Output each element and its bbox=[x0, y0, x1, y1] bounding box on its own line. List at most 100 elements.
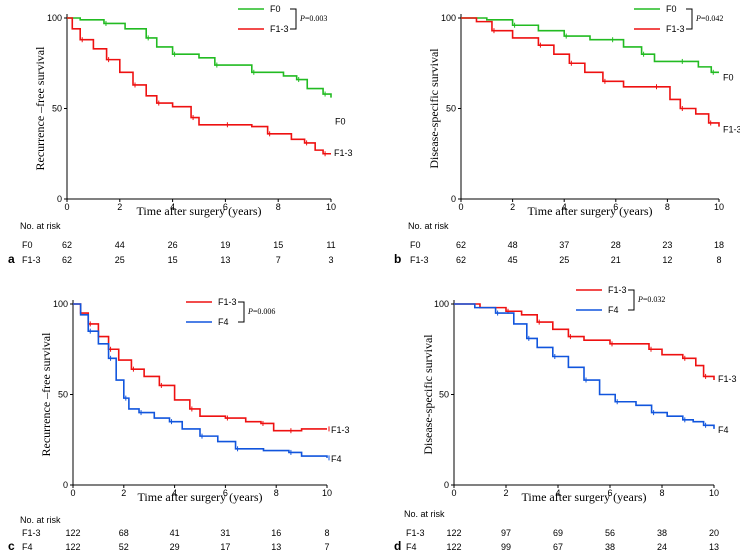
risk-value: 25 bbox=[559, 255, 569, 265]
risk-value: 11 bbox=[326, 240, 335, 250]
series-line-F1-3 bbox=[73, 303, 327, 432]
risk-value: 20 bbox=[709, 528, 719, 538]
risk-table: No. at risk F0 62 48 37 28 23 18 F1-3 62 45 25 21 12 8 bbox=[408, 221, 724, 265]
risk-row-label: F4 bbox=[406, 542, 417, 552]
x-axis-label: Time after surgery (years) bbox=[138, 490, 263, 504]
y-axis-label: Disease-specific survival bbox=[421, 334, 435, 455]
y-tick-label: 0 bbox=[451, 194, 456, 204]
y-axis-label: Disease-specific survival bbox=[427, 48, 441, 169]
risk-value: 62 bbox=[456, 240, 466, 250]
legend: F1-3 F4 P=0.006 bbox=[186, 297, 275, 327]
legend-label-F0: F0 bbox=[666, 4, 677, 14]
x-tick-label: 6 bbox=[613, 202, 618, 212]
risk-value: 97 bbox=[501, 528, 511, 538]
risk-value: 37 bbox=[559, 240, 569, 250]
y-tick-label: 50 bbox=[446, 104, 456, 114]
risk-value: 44 bbox=[115, 240, 125, 250]
risk-value: 38 bbox=[605, 542, 615, 552]
x-tick-label: 6 bbox=[223, 202, 228, 212]
legend-bracket bbox=[686, 8, 693, 30]
risk-value: 62 bbox=[456, 255, 466, 265]
risk-value: 28 bbox=[611, 240, 621, 250]
panel-letter: d bbox=[394, 539, 401, 553]
risk-value: 3 bbox=[328, 255, 333, 265]
risk-table: No. at risk F1-3 122 68 41 31 16 8 F4 122 52 29 17 13… bbox=[20, 515, 330, 552]
series-line-F0 bbox=[67, 17, 332, 98]
legend-bracket bbox=[628, 289, 635, 311]
risk-value: 56 bbox=[605, 528, 615, 538]
y-tick-label: 50 bbox=[439, 390, 449, 400]
risk-value: 31 bbox=[220, 528, 230, 538]
risk-value: 68 bbox=[119, 528, 129, 538]
legend-label-F1-3: F1-3 bbox=[270, 24, 289, 34]
series-line-F1-3 bbox=[461, 17, 720, 127]
x-axis-label: Time after surgery (years) bbox=[528, 204, 653, 218]
x-axis-label: Time after surgery (years) bbox=[522, 490, 647, 504]
risk-value: 8 bbox=[324, 528, 329, 538]
x-tick-label: 8 bbox=[665, 202, 670, 212]
legend-label-F1-3: F1-3 bbox=[666, 24, 685, 34]
risk-header: No. at risk bbox=[408, 221, 449, 231]
y-tick-label: 100 bbox=[441, 13, 456, 23]
x-tick-label: 6 bbox=[223, 488, 228, 498]
x-tick-label: 8 bbox=[659, 488, 664, 498]
risk-row-label: F1-3 bbox=[22, 528, 41, 538]
y-tick-label: 100 bbox=[434, 299, 449, 309]
y-tick-label: 0 bbox=[57, 194, 62, 204]
risk-value: 122 bbox=[446, 542, 461, 552]
risk-value: 48 bbox=[508, 240, 518, 250]
legend-bracket bbox=[238, 301, 245, 323]
y-axis-label: Recurrence –free survival bbox=[33, 46, 47, 171]
risk-table: No. at risk F0 62 44 26 19 15 11 F1-3 62 25 15 13 7 3 bbox=[20, 221, 336, 265]
risk-row-label: F4 bbox=[22, 542, 33, 552]
end-label-F1-3: F1-3 bbox=[723, 125, 740, 135]
risk-value: 7 bbox=[324, 542, 329, 552]
p-value: P=0.003 bbox=[299, 14, 327, 23]
x-tick-label: 2 bbox=[510, 202, 515, 212]
y-tick-label: 0 bbox=[444, 480, 449, 490]
end-label-F1-3: F1-3 bbox=[331, 425, 350, 435]
legend: F1-3 F4 P=0.032 bbox=[576, 285, 665, 315]
x-tick-label: 4 bbox=[172, 488, 177, 498]
risk-value: 24 bbox=[657, 542, 667, 552]
risk-value: 69 bbox=[553, 528, 563, 538]
y-tick-label: 0 bbox=[63, 480, 68, 490]
risk-value: 13 bbox=[271, 542, 281, 552]
x-tick-label: 6 bbox=[607, 488, 612, 498]
y-tick-label: 100 bbox=[53, 299, 68, 309]
p-value: P=0.032 bbox=[637, 295, 665, 304]
risk-value: 16 bbox=[271, 528, 281, 538]
x-tick-label: 10 bbox=[709, 488, 719, 498]
y-tick-label: 100 bbox=[47, 13, 62, 23]
legend: F0 F1-3 P=0.042 bbox=[634, 4, 723, 34]
legend-label-F1-3: F1-3 bbox=[218, 297, 237, 307]
x-tick-label: 0 bbox=[458, 202, 463, 212]
x-tick-label: 4 bbox=[170, 202, 175, 212]
x-tick-label: 0 bbox=[70, 488, 75, 498]
risk-header: No. at risk bbox=[20, 515, 61, 525]
risk-value: 15 bbox=[273, 240, 283, 250]
x-tick-label: 8 bbox=[276, 202, 281, 212]
risk-value: 122 bbox=[65, 528, 80, 538]
panel-letter: b bbox=[394, 252, 401, 266]
risk-value: 45 bbox=[508, 255, 518, 265]
x-tick-label: 0 bbox=[451, 488, 456, 498]
risk-value: 26 bbox=[168, 240, 178, 250]
risk-value: 17 bbox=[220, 542, 230, 552]
risk-value: 7 bbox=[276, 255, 281, 265]
panel-letter: c bbox=[8, 539, 15, 553]
x-axis-label: Time after surgery (years) bbox=[137, 204, 262, 218]
end-label-F1-3: F1-3 bbox=[334, 148, 353, 158]
x-tick-label: 4 bbox=[562, 202, 567, 212]
end-label-F0: F0 bbox=[723, 72, 734, 82]
p-value: P=0.006 bbox=[247, 307, 275, 316]
risk-table: No. at risk F1-3 122 97 69 56 38 20 F4 122 99 67 38 2… bbox=[404, 509, 719, 552]
risk-value: 23 bbox=[662, 240, 672, 250]
x-tick-label: 4 bbox=[555, 488, 560, 498]
x-tick-label: 2 bbox=[121, 488, 126, 498]
risk-value: 15 bbox=[168, 255, 178, 265]
x-tick-label: 2 bbox=[117, 202, 122, 212]
